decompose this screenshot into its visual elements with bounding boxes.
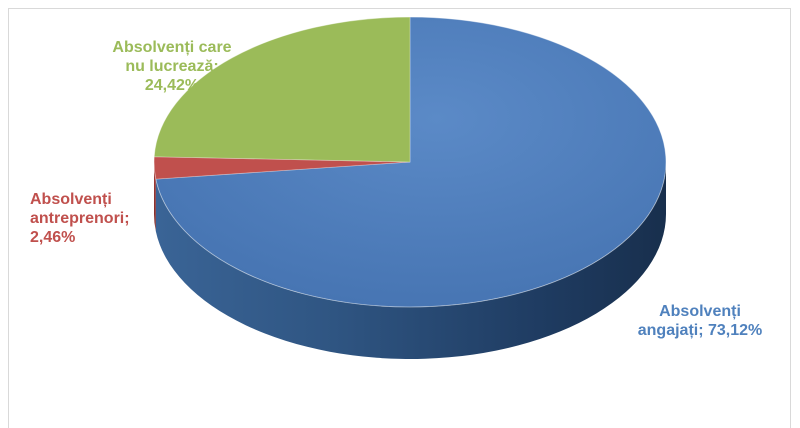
pie-top-faces — [153, 16, 667, 308]
pie-slice-2 — [153, 16, 411, 163]
pie-side-walls — [154, 162, 666, 360]
data-label-entrepreneurs: Absolvenți antreprenori; 2,46% — [30, 191, 130, 246]
pie-side-slice-0 — [155, 162, 666, 360]
pie-slice-1 — [153, 156, 411, 180]
pie-slice-0 — [155, 16, 667, 308]
data-label-employed: Absolvenți angajați; 73,12% — [637, 303, 763, 339]
data-label-not-working: Absolvenți care nu lucrează; 24,42% — [112, 39, 232, 94]
pie-top-rim — [153, 16, 667, 308]
pie-side-slice-1 — [154, 162, 156, 232]
